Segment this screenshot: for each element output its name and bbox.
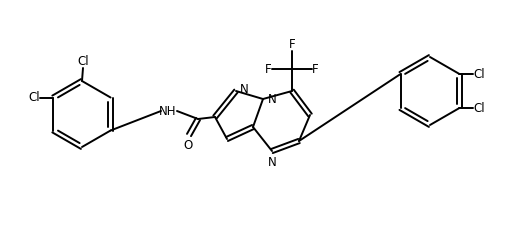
Text: Cl: Cl [473,102,485,114]
Text: O: O [183,139,192,152]
Text: Cl: Cl [77,55,89,68]
Text: N: N [268,156,277,169]
Text: F: F [289,38,295,51]
Text: NH: NH [159,104,177,118]
Text: N: N [240,82,249,96]
Text: Cl: Cl [473,67,485,81]
Text: F: F [312,63,319,76]
Text: N: N [268,92,277,105]
Text: Cl: Cl [29,91,41,104]
Text: F: F [265,63,272,76]
